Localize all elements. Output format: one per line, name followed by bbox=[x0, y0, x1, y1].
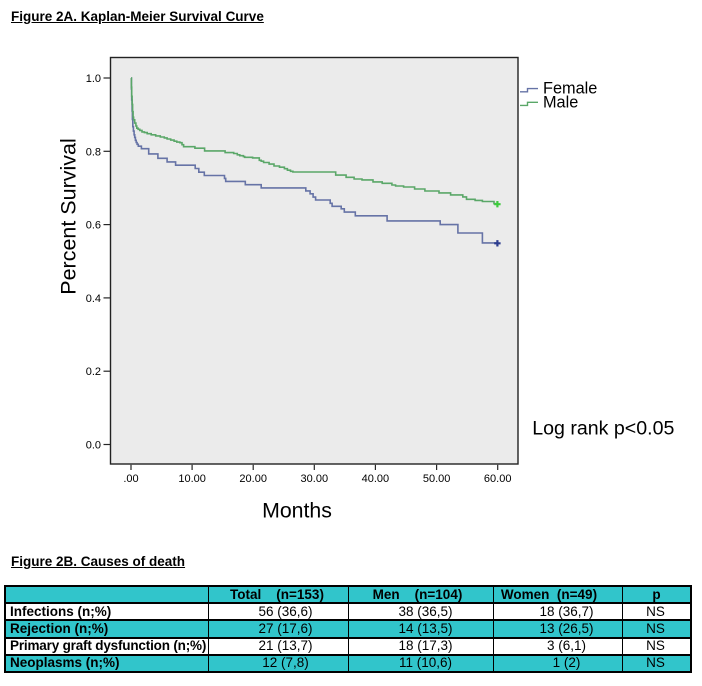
svg-text:0.6: 0.6 bbox=[86, 220, 101, 232]
svg-text:.00: .00 bbox=[123, 473, 138, 485]
svg-text:0.4: 0.4 bbox=[86, 293, 101, 305]
svg-text:0.8: 0.8 bbox=[86, 146, 101, 158]
svg-text:40.00: 40.00 bbox=[362, 473, 390, 485]
svg-text:0.2: 0.2 bbox=[86, 366, 101, 378]
svg-text:Female: Female bbox=[543, 80, 597, 98]
svg-text:Months: Months bbox=[262, 499, 332, 523]
svg-text:10.00: 10.00 bbox=[178, 473, 206, 485]
svg-text:1.0: 1.0 bbox=[86, 73, 101, 85]
svg-text:20.00: 20.00 bbox=[239, 473, 267, 485]
svg-text:Percent Survival: Percent Survival bbox=[57, 138, 81, 295]
svg-text:0.0: 0.0 bbox=[86, 440, 101, 452]
svg-text:60.00: 60.00 bbox=[484, 473, 512, 485]
svg-text:Log rank p<0.05: Log rank p<0.05 bbox=[532, 418, 674, 440]
svg-text:Male: Male bbox=[543, 94, 578, 112]
svg-text:30.00: 30.00 bbox=[301, 473, 329, 485]
svg-text:50.00: 50.00 bbox=[423, 473, 451, 485]
